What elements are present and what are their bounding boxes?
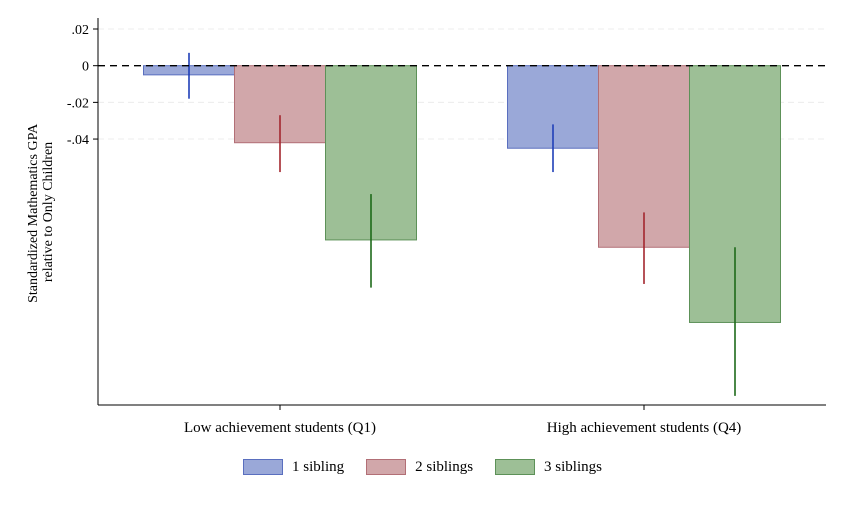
y-tick-label: -.04 — [67, 133, 89, 148]
x-category-label-high-achievement-students-q4: High achievement students (Q4) — [547, 420, 742, 436]
y-axis-title-line-1: Standardized Mathematics GPA — [26, 123, 41, 303]
legend-label-2-siblings: 2 siblings — [415, 458, 474, 475]
x-axis-ticks: Low achievement students (Q1) High achiev… — [184, 405, 741, 436]
legend-label-1-sibling: 1 sibling — [292, 458, 345, 475]
y-tick-label: 0 — [82, 60, 89, 75]
legend-label-3-siblings: 3 siblings — [544, 458, 602, 475]
legend-swatch-2-siblings — [366, 459, 407, 475]
y-tick-label: .02 — [72, 23, 90, 38]
y-axis-title-line-2: relative to Only Children — [41, 142, 56, 282]
y-axis-title: Standardized Mathematics GPA relative to… — [26, 121, 56, 303]
y-tick-label: -.02 — [67, 96, 89, 111]
legend-item-1-sibling: 1 sibling — [243, 459, 344, 476]
x-category-label-low-achievement-students-q1: Low achievement students (Q1) — [184, 420, 376, 436]
confidence-intervals — [188, 52, 736, 396]
bar-chart: .02 0 -.02 -.04 Low achievement students (Q… — [26, 18, 826, 436]
y-axis-ticks: .02 0 -.02 -.04 — [67, 23, 98, 148]
gridlines — [98, 28, 826, 140]
legend: 1 sibling 2 siblings 3 siblings — [0, 455, 845, 479]
legend-swatch-1-sibling — [243, 459, 284, 475]
legend-item-2-siblings: 2 siblings — [366, 459, 473, 476]
legend-swatch-3-siblings — [495, 459, 536, 475]
legend-item-3-siblings: 3 siblings — [495, 459, 602, 476]
bars — [143, 65, 781, 323]
